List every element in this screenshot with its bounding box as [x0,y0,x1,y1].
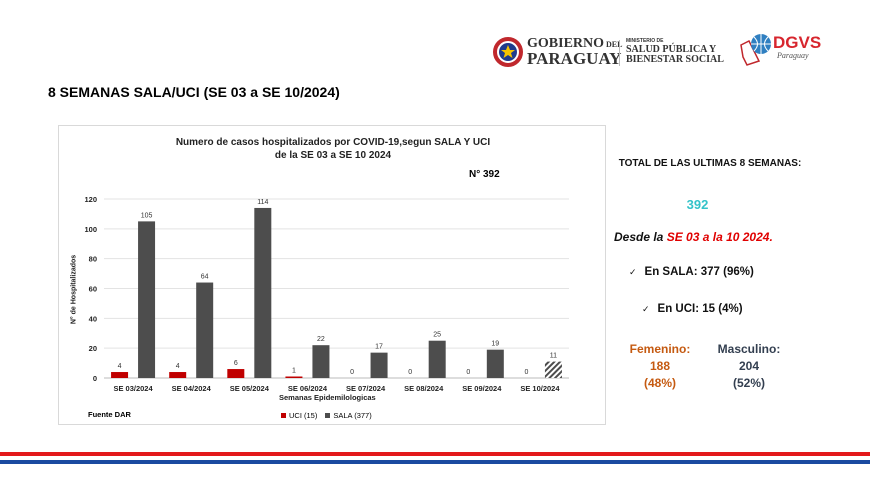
y-tick-label: 20 [89,344,97,353]
x-axis-label: Semanas Epidemilologicas [279,393,376,402]
gov-logo: GOBIERNO DEL PARAGUAY [493,36,628,70]
x-tick-label: SE 06/2024 [288,384,328,393]
data-label: 0 [408,369,412,376]
female-stat: Femenino: 188 (48%) [622,341,698,392]
male-label: Masculino: [717,342,781,356]
sala-bar [196,282,214,378]
page-title: 8 SEMANAS SALA/UCI (SE 03 a SE 10/2024) [48,84,340,100]
sala-stat: ✓ En SALA: 377 (96%) [629,266,754,278]
date-range-value: SE 03 a la 10 2024. [666,230,773,244]
total-label: TOTAL DE LAS ULTIMAS 8 SEMANAS: [618,158,802,169]
data-label: 114 [257,199,268,206]
chart-title-line1: Numero de casos hospitalizados por COVID… [175,137,491,148]
ministry-logo: MINISTERIO DE SALUD PÚBLICA Y BIENESTAR … [626,38,724,65]
y-tick-label: 100 [84,225,97,234]
sala-bar [312,345,330,378]
data-label: 25 [433,332,441,339]
x-tick-label: SE 08/2024 [404,384,444,393]
uci-bar [169,372,187,378]
female-value: 188 [649,359,671,373]
legend-sala-label: SALA (377) [333,411,372,420]
sala-bar [254,207,272,378]
sala-bar [428,340,446,378]
gov-logo-line1: GOBIERNO [527,36,605,51]
uci-bar [111,372,129,378]
total-value: 392 [686,197,709,212]
chart-legend: UCI (15) SALA (377) [281,411,372,420]
data-label: 64 [201,274,209,281]
y-tick-label: 120 [84,195,97,204]
data-label: 4 [118,363,122,370]
chart-title-line2: de la SE 03 a SE 10 2024 [274,150,392,161]
sala-bar [138,221,156,378]
legend-sala: SALA (377) [325,411,372,420]
check-icon: ✓ [642,304,650,314]
coat-of-arms-icon [493,37,523,67]
male-value: 204 [738,359,760,373]
female-label: Femenino: [629,342,691,356]
x-tick-label: SE 09/2024 [462,384,502,393]
flag-stripe-blue [0,460,870,464]
data-label: 11 [550,353,557,360]
data-label: 17 [375,344,383,351]
data-label: 105 [141,212,153,219]
uci-stat-text: En UCI: 15 (4%) [657,303,743,315]
x-tick-label: SE 04/2024 [172,384,212,393]
data-label: 0 [350,369,354,376]
data-label: 6 [234,360,238,367]
x-tick-label: SE 03/2024 [113,384,153,393]
sala-bar [370,352,388,378]
sala-stat-text: En SALA: 377 (96%) [644,266,754,278]
data-label: 0 [466,369,470,376]
ministry-line1: SALUD PÚBLICA Y [626,44,717,55]
male-stat: Masculino: 204 (52%) [710,341,788,392]
header-divider [619,40,620,66]
dgvs-sub: Paraguay [777,51,809,60]
data-label: 19 [491,341,499,348]
male-pct: (52%) [732,376,765,390]
chart-annotation: N° 392 [469,169,500,180]
check-icon: ✓ [629,267,637,277]
y-tick-label: 80 [89,255,97,264]
y-tick-label: 60 [89,285,97,294]
uci-bar [227,369,245,378]
data-label: 0 [524,369,528,376]
chart-source: Fuente DAR [88,410,131,419]
data-label: 1 [292,368,296,375]
data-label: 22 [317,336,325,343]
sala-bar [486,349,504,378]
y-tick-label: 0 [93,374,97,383]
female-pct: (48%) [643,376,676,390]
uci-stat: ✓ En UCI: 15 (4%) [642,303,743,315]
legend-uci: UCI (15) [281,411,317,420]
globe-icon [740,34,771,66]
x-tick-label: SE 10/2024 [520,384,560,393]
flag-stripe-red [0,452,870,456]
chart-container: Numero de casos hospitalizados por COVID… [58,125,606,425]
ministry-small: MINISTERIO DE [626,38,664,44]
ministry-line2: BIENESTAR SOCIAL [626,54,724,65]
data-label: 4 [176,363,180,370]
dgvs-logo: DGVS Paraguay [737,31,827,71]
y-tick-label: 40 [89,314,97,323]
gov-logo-line2: PARAGUAY [527,49,622,68]
x-tick-label: SE 07/2024 [346,384,386,393]
date-range: Desde la SE 03 a la 10 2024. [614,230,773,244]
uci-bar [285,376,303,378]
gov-logo-del: DEL [606,40,623,49]
date-range-prefix: Desde la [614,230,667,244]
dgvs-text: DGVS [773,33,822,52]
x-tick-label: SE 05/2024 [230,384,270,393]
legend-uci-label: UCI (15) [289,411,318,420]
y-axis-label: N° de Hospitalizados [70,254,78,325]
sala-bar [544,361,562,378]
